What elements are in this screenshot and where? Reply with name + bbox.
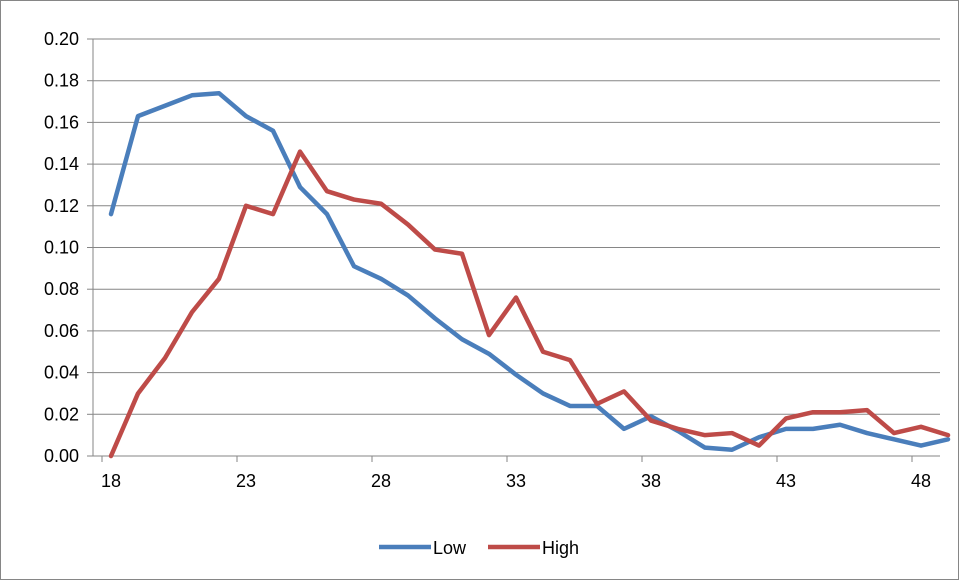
x-axis-ticks: 18 23 28 33 38 43 48 [101, 456, 931, 491]
legend: Low High [379, 538, 579, 558]
y-tick-label: 0.18 [44, 71, 79, 91]
series-line-low [108, 90, 951, 452]
y-tick-label: 0.14 [44, 154, 79, 174]
y-tick-label: 0.20 [44, 29, 79, 49]
y-tick-label: 0.16 [44, 112, 79, 132]
y-axis-ticks: 0.00 0.02 0.04 0.06 0.08 0.10 0.12 0.14 0.16 0.18… [44, 29, 93, 466]
series-lines [108, 90, 951, 459]
y-tick-label: 0.08 [44, 279, 79, 299]
y-tick-label: 0.06 [44, 321, 79, 341]
y-tick-label: 0.02 [44, 404, 79, 424]
x-tick-label: 38 [641, 471, 661, 491]
x-tick-label: 18 [101, 471, 121, 491]
series-line-high [108, 149, 951, 459]
x-tick-label: 23 [236, 471, 256, 491]
x-tick-label: 48 [911, 471, 931, 491]
y-tick-label: 0.00 [44, 446, 79, 466]
y-tick-label: 0.10 [44, 238, 79, 258]
legend-label-low: Low [433, 538, 467, 558]
x-tick-label: 43 [776, 471, 796, 491]
x-tick-label: 28 [371, 471, 391, 491]
legend-label-high: High [542, 538, 579, 558]
y-tick-label: 0.12 [44, 196, 79, 216]
gridlines [93, 38, 940, 415]
x-tick-label: 33 [506, 471, 526, 491]
y-tick-label: 0.04 [44, 363, 79, 383]
